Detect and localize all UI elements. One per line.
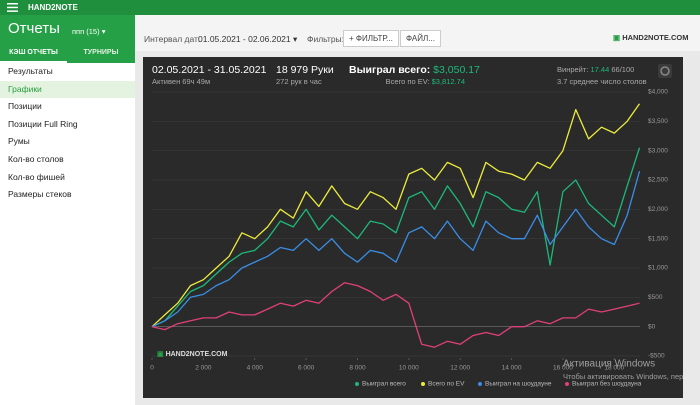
- tab[interactable]: КЭШ ОТЧЕТЫ: [0, 45, 67, 63]
- legend-label: Всего по EV: [428, 381, 465, 388]
- menu-item[interactable]: Размеры стеков: [8, 189, 72, 200]
- title-bar: HAND2NOTE: [0, 0, 700, 15]
- menu-item[interactable]: Кол-во фишей: [8, 171, 65, 182]
- x-tick-label: 16 000: [553, 365, 573, 372]
- activation-text: Чтобы активировать Windows, пере: [563, 372, 683, 381]
- settings-icon[interactable]: [658, 64, 672, 78]
- profile-select[interactable]: ппп (15) ▾: [72, 27, 106, 36]
- y-tick-label: $3,500: [648, 118, 668, 125]
- x-tick-label: 8 000: [349, 365, 366, 372]
- activation-title: Активация Windows: [563, 359, 655, 370]
- avg-tables: 3.7 среднее число столов: [557, 77, 647, 86]
- winrate-unit: 66/100: [611, 65, 634, 74]
- won-total: Выиграл всего: $3,050.17: [349, 64, 480, 76]
- y-tick-label: $3,000: [648, 147, 668, 154]
- menu-item[interactable]: Графики: [0, 80, 135, 99]
- tab[interactable]: ТУРНИРЫ: [83, 49, 119, 56]
- y-tick-label: $1,000: [648, 265, 668, 272]
- active-time: Активен 69ч 49м: [152, 77, 210, 86]
- y-tick-label: $2,000: [648, 206, 668, 213]
- date-range[interactable]: 01.05.2021 - 02.06.2021 ▾: [198, 34, 298, 44]
- y-tick-label: $4,000: [648, 89, 668, 96]
- series-line: [151, 147, 641, 328]
- chart-watermark: ▣ HAND2NOTE.COM: [157, 351, 228, 358]
- won-value: $3,050.17: [433, 64, 480, 76]
- series-line: [151, 282, 640, 348]
- profile-name: ппп (15): [72, 27, 100, 36]
- x-tick-label: 0: [150, 365, 154, 372]
- period: 02.05.2021 - 31.05.2021: [152, 64, 267, 76]
- app-name: HAND2NOTE: [28, 3, 78, 12]
- x-tick-label: 18 000: [604, 365, 624, 372]
- y-tick-label: $2,500: [648, 177, 668, 184]
- toolbar: Интервал дат: 01.05.2021 - 02.06.2021 ▾ …: [135, 15, 700, 51]
- logo-text: HAND2NOTE.COM: [622, 33, 689, 42]
- y-tick-label: $0: [648, 323, 656, 330]
- winrate-value: 17.44: [590, 65, 609, 74]
- legend-marker: [565, 382, 569, 386]
- won-label: Выиграл всего:: [349, 64, 430, 76]
- ev-label: Всего по EV:: [386, 77, 430, 86]
- logo: ▣ HAND2NOTE.COM: [613, 33, 689, 42]
- x-tick-label: 10 000: [399, 365, 419, 372]
- x-tick-label: 4 000: [247, 365, 264, 372]
- date-range-text: 01.05.2021 - 02.06.2021: [198, 34, 291, 44]
- chart-panel: 02.05.2021 - 31.05.2021 Активен 69ч 49м …: [143, 57, 683, 398]
- legend-label: Выиграл без шоудауна: [572, 380, 642, 388]
- legend-label: Выиграл на шоудауне: [485, 381, 552, 388]
- ev-value: $3,812.74: [432, 77, 465, 86]
- menu-item[interactable]: Позиции Full Ring: [8, 118, 78, 129]
- hands-per-hour: 272 рук в час: [276, 77, 322, 86]
- winrate-label: Винрейт:: [557, 65, 588, 74]
- y-tick-label: $500: [648, 294, 663, 301]
- y-tick-label: $1,500: [648, 235, 668, 242]
- series-line: [151, 171, 641, 328]
- menu-item[interactable]: Румы: [8, 136, 30, 147]
- menu-item[interactable]: Результаты: [8, 66, 53, 76]
- chart-watermark-text: HAND2NOTE.COM: [166, 351, 228, 358]
- y-tick-label: -$500: [648, 353, 665, 360]
- legend-label: Выиграл всего: [362, 381, 406, 388]
- legend-marker: [478, 382, 482, 386]
- winrate: Винрейт: 17.44 66/100: [557, 65, 634, 74]
- page-title: Отчеты: [8, 20, 60, 37]
- date-label: Интервал дат:: [144, 34, 201, 44]
- menu-item[interactable]: Кол-во столов: [8, 153, 64, 164]
- x-tick-label: 14 000: [502, 365, 522, 372]
- ev-total: Всего по EV: $3,812.74: [386, 77, 465, 86]
- file-button[interactable]: ФАЙЛ...: [400, 30, 441, 47]
- hands: 18 979 Руки: [276, 64, 334, 76]
- x-tick-label: 2 000: [195, 365, 212, 372]
- header: Отчеты ппп (15) ▾ КЭШ ОТЧЕТЫ ТУРНИРЫ: [0, 15, 135, 63]
- filters-label: Фильтры:: [307, 34, 345, 44]
- menu-icon[interactable]: [7, 3, 18, 12]
- legend-marker: [421, 382, 425, 386]
- series-line: [151, 103, 641, 328]
- sidebar: Результаты Графики Позиции Позиции Full …: [0, 63, 135, 405]
- x-tick-label: 6 000: [298, 365, 315, 372]
- menu-item[interactable]: Позиции: [8, 101, 42, 112]
- filter-button-text: ФИЛЬТР...: [355, 34, 393, 43]
- chart-background: [143, 57, 683, 398]
- x-tick-label: 12 000: [450, 365, 470, 372]
- filter-button[interactable]: + ФИЛЬТР...: [343, 30, 399, 47]
- legend-marker: [355, 382, 359, 386]
